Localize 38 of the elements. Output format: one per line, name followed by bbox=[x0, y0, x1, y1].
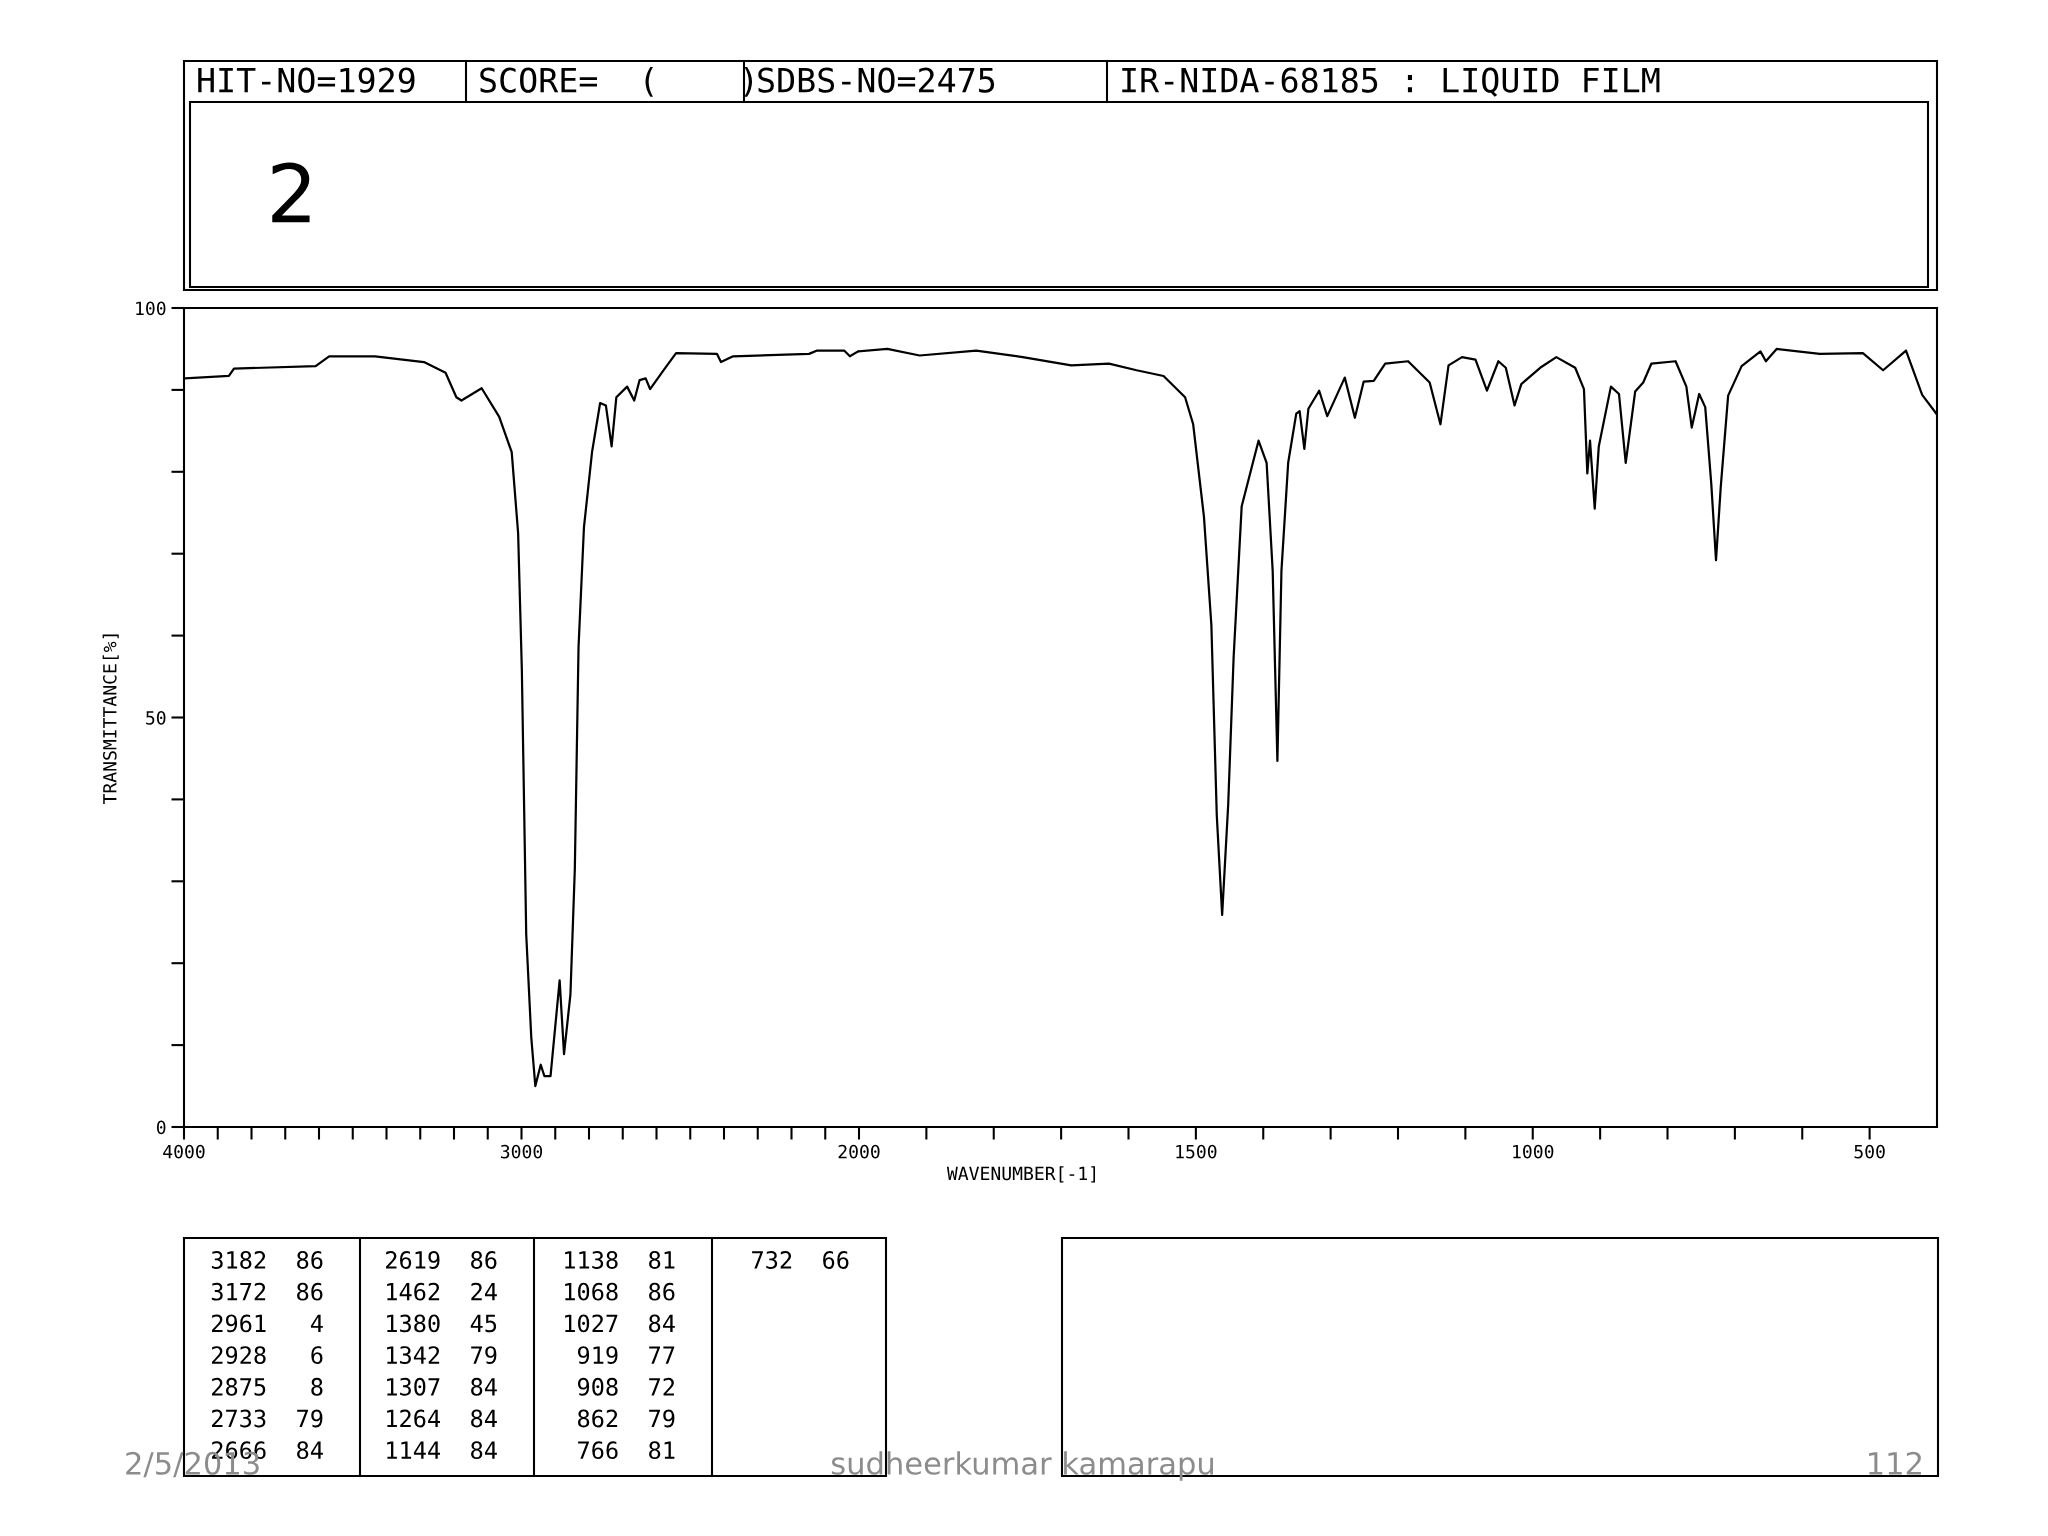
text: 1462 24 bbox=[387, 1282, 497, 1301]
y-axis-title: TRANSMITTANCE[%] bbox=[102, 634, 119, 805]
text: 1138 81 bbox=[565, 1251, 675, 1269]
y-tick-label: 100 bbox=[136, 301, 166, 316]
x-tick-label: 1500 bbox=[1176, 1144, 1217, 1159]
text: 3172 86 bbox=[211, 1282, 323, 1301]
text: IR-NIDA-68185 : LIQUID FILM bbox=[1122, 67, 1660, 97]
text: 3182 86 bbox=[211, 1251, 323, 1269]
text: 2875 8 bbox=[212, 1377, 323, 1396]
text: 2961 4 bbox=[212, 1314, 323, 1333]
text: 2928 6 bbox=[212, 1346, 323, 1365]
text: 862 79 bbox=[578, 1409, 675, 1428]
y-tick-label: 0 bbox=[156, 1120, 166, 1135]
text: 1068 86 bbox=[565, 1282, 675, 1301]
text: 1380 45 bbox=[387, 1314, 497, 1333]
text: 1307 84 bbox=[387, 1377, 497, 1396]
y-tick-label: 50 bbox=[146, 711, 166, 725]
text: SDBS-NO=2475 bbox=[758, 67, 995, 93]
text: 1027 84 bbox=[565, 1314, 675, 1333]
x-tick-label: 1000 bbox=[1513, 1144, 1554, 1159]
text: 1144 84 bbox=[387, 1441, 497, 1460]
x-tick-label: 4000 bbox=[163, 1144, 205, 1159]
chart-title: 2 bbox=[272, 162, 310, 223]
text: 2733 79 bbox=[212, 1409, 323, 1428]
text: 112 bbox=[1869, 1451, 1921, 1475]
x-tick-label: 500 bbox=[1854, 1144, 1885, 1159]
text: HIT-NO=1929 bbox=[198, 67, 415, 93]
x-axis-title: WAVENUMBER[-1] bbox=[946, 1166, 1096, 1183]
x-tick-label: 3000 bbox=[500, 1144, 543, 1159]
text: 908 72 bbox=[577, 1377, 674, 1396]
text: SCORE= ( ) bbox=[480, 66, 753, 97]
text: 1264 84 bbox=[387, 1409, 497, 1428]
text: 1342 79 bbox=[387, 1346, 497, 1365]
text: 732 66 bbox=[752, 1251, 849, 1269]
x-tick-label: 2000 bbox=[838, 1144, 880, 1159]
text: 919 77 bbox=[577, 1346, 675, 1365]
text: 766 81 bbox=[578, 1441, 675, 1460]
text: 2619 86 bbox=[386, 1251, 497, 1269]
